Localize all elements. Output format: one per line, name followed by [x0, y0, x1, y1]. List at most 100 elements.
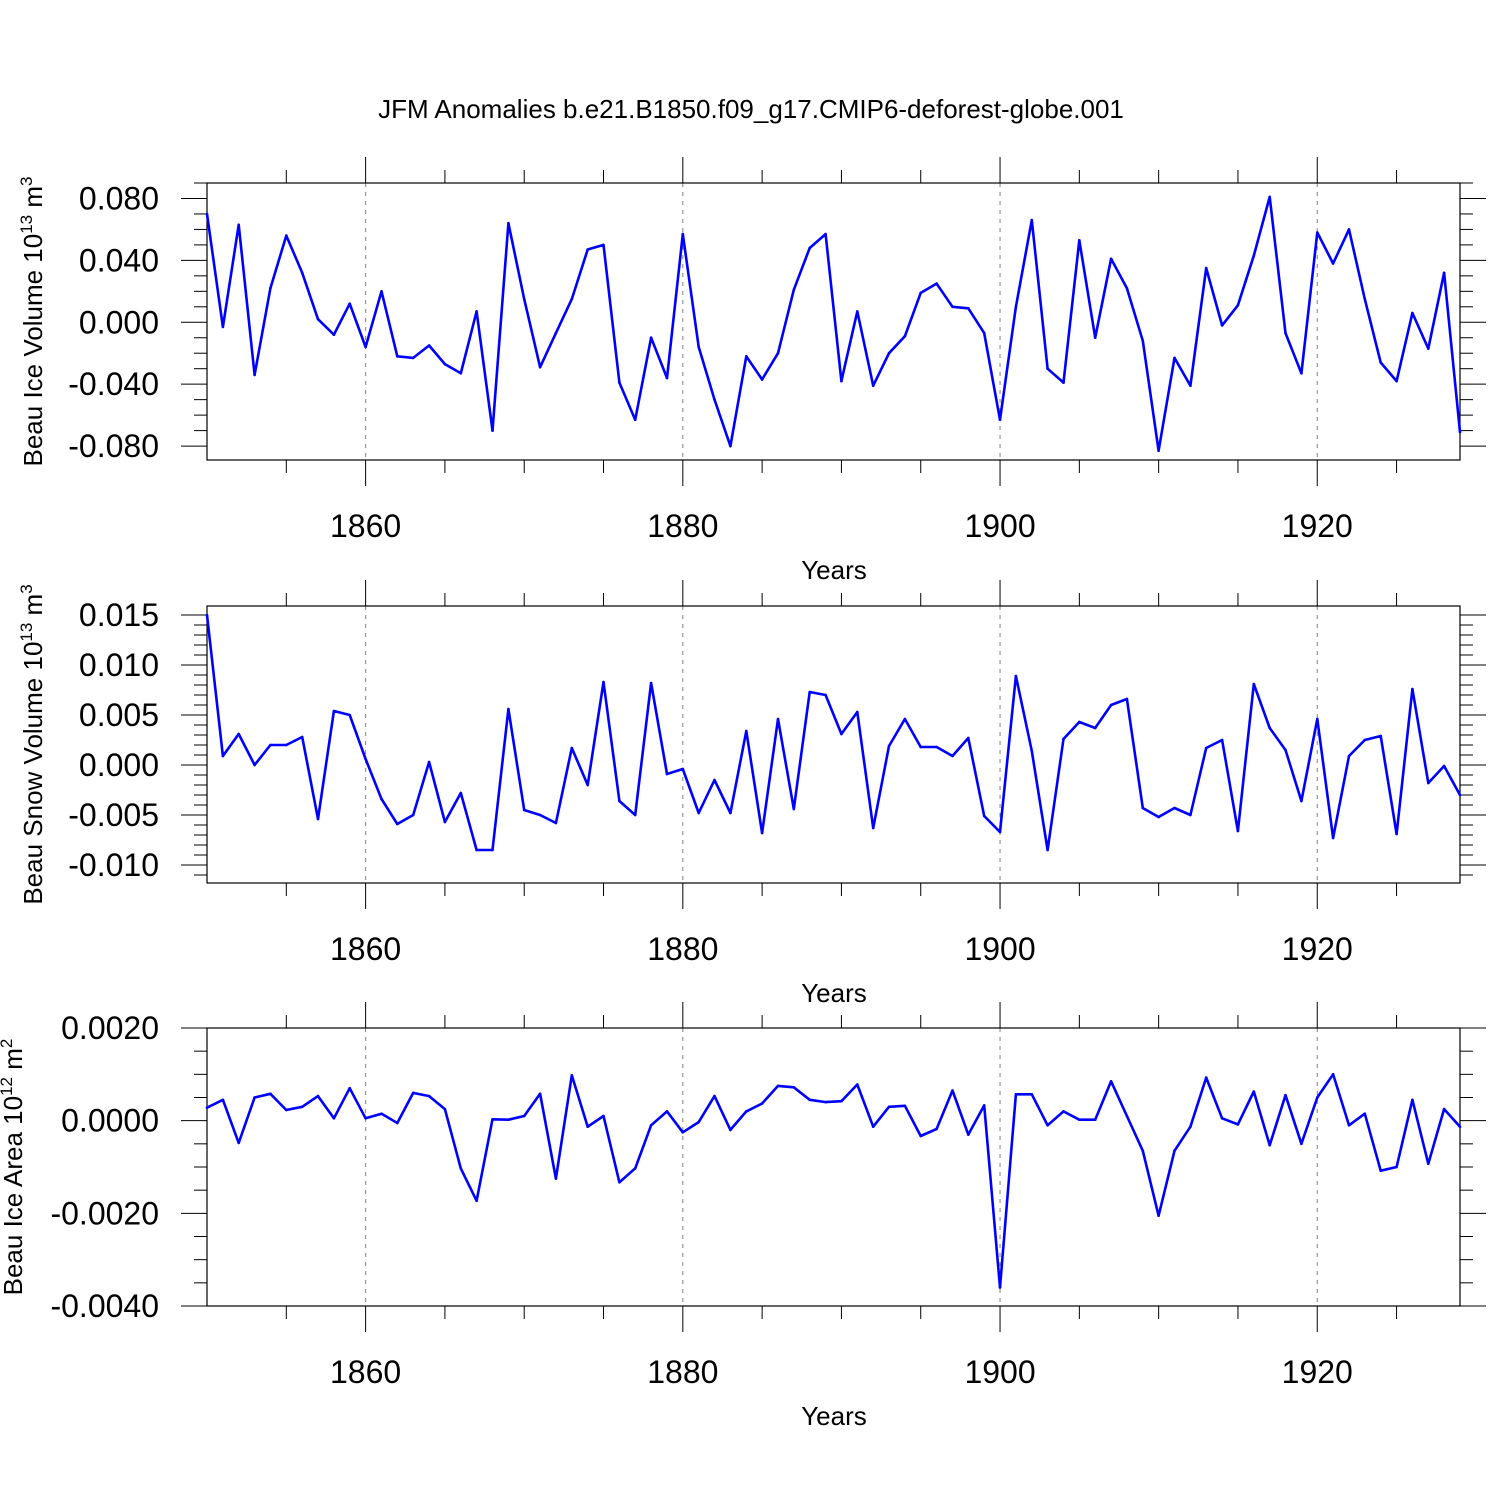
data-point [982, 1104, 986, 1107]
data-point [998, 418, 1002, 422]
data-point [570, 297, 574, 301]
data-point [1125, 286, 1129, 290]
y-tick-label: 0.000 [79, 747, 159, 783]
data-point [253, 1096, 256, 1099]
x-tick-label: 1920 [1282, 508, 1353, 544]
data-point [1427, 781, 1430, 785]
data-point [1252, 254, 1256, 257]
data-point [348, 713, 352, 717]
data-point [1395, 379, 1398, 383]
data-point [760, 1102, 764, 1105]
data-point [380, 797, 383, 801]
data-point [300, 1105, 304, 1109]
data-point [681, 232, 685, 236]
data-point [285, 1108, 288, 1112]
data-point [1252, 682, 1256, 686]
data-point [1236, 829, 1240, 833]
data-point [856, 310, 859, 313]
data-point [1331, 262, 1335, 265]
data-point [380, 290, 383, 293]
data-point [221, 325, 225, 329]
data-point [745, 729, 748, 733]
data-point [507, 707, 510, 711]
data-point [507, 1118, 510, 1121]
data-point [427, 344, 431, 347]
data-point [713, 1094, 716, 1098]
data-point [1189, 813, 1192, 817]
data-point [364, 1117, 367, 1120]
data-point [618, 799, 621, 803]
data-point [396, 1121, 399, 1125]
data-point [459, 372, 463, 375]
y-tick-label: 0.0000 [61, 1103, 159, 1139]
data-point [982, 814, 986, 818]
data-point [1236, 1123, 1240, 1126]
data-point [522, 297, 526, 301]
data-point [1093, 336, 1097, 340]
data-point [887, 1105, 891, 1109]
data-point [522, 1114, 526, 1118]
data-point [1125, 697, 1129, 701]
data-point [1062, 381, 1065, 384]
data-point [887, 351, 891, 355]
data-point [1268, 1143, 1271, 1147]
data-point [443, 1107, 447, 1111]
data-point [316, 317, 320, 321]
x-tick-label: 1860 [330, 508, 401, 544]
data-point [903, 717, 907, 721]
data-point [1411, 311, 1414, 315]
y-tick-label: 0.010 [79, 647, 159, 683]
data-point [1173, 356, 1176, 360]
data-point [507, 221, 510, 225]
data-point [269, 286, 272, 290]
data-point [1236, 304, 1240, 307]
data-point [1316, 717, 1319, 721]
x-axis-label: Years [801, 978, 867, 1008]
data-point [824, 1100, 827, 1104]
data-point [681, 767, 685, 771]
data-point [776, 351, 780, 355]
data-point [919, 745, 922, 749]
data-point [586, 248, 589, 251]
data-point [602, 243, 605, 247]
data-point [1331, 836, 1335, 840]
data-point [1014, 305, 1018, 309]
data-point [951, 305, 954, 309]
data-point [1014, 1093, 1018, 1096]
data-point [1141, 806, 1145, 810]
data-point [935, 282, 938, 285]
data-point [824, 693, 827, 697]
series-line-beau-snow-volume [205, 614, 1462, 852]
data-point [443, 820, 447, 824]
data-point [602, 1114, 605, 1118]
data-point [538, 813, 542, 817]
data-point [554, 821, 558, 825]
data-point [237, 732, 240, 736]
data-point [760, 831, 764, 835]
panels: 1860 1880 1900 1920 0.080 0.040 0.000 -0.040 -0.… [0, 157, 1486, 1431]
data-point [967, 1133, 970, 1136]
data-point [871, 384, 875, 388]
data-point [665, 376, 669, 380]
data-point [729, 444, 732, 448]
data-point [396, 355, 399, 358]
figure-title: JFM Anomalies b.e21.B1850.f09_g17.CMIP6-… [378, 94, 1124, 124]
data-point [253, 763, 256, 767]
y-tick-label: 0.0020 [61, 1010, 159, 1046]
data-point [967, 736, 970, 740]
data-point [1395, 832, 1398, 836]
data-point [1363, 738, 1367, 742]
data-point [808, 690, 811, 694]
data-point [729, 811, 732, 815]
data-point [1173, 1149, 1176, 1153]
x-tick-label: 1880 [647, 508, 718, 544]
data-point [792, 807, 796, 811]
data-point [1442, 764, 1446, 768]
y-tick-label: -0.005 [68, 797, 159, 833]
data-point [681, 1131, 685, 1134]
data-point [1363, 1112, 1367, 1115]
data-point [1204, 266, 1208, 270]
data-point [1458, 430, 1462, 434]
data-point [1442, 271, 1446, 275]
data-point [1458, 793, 1462, 797]
